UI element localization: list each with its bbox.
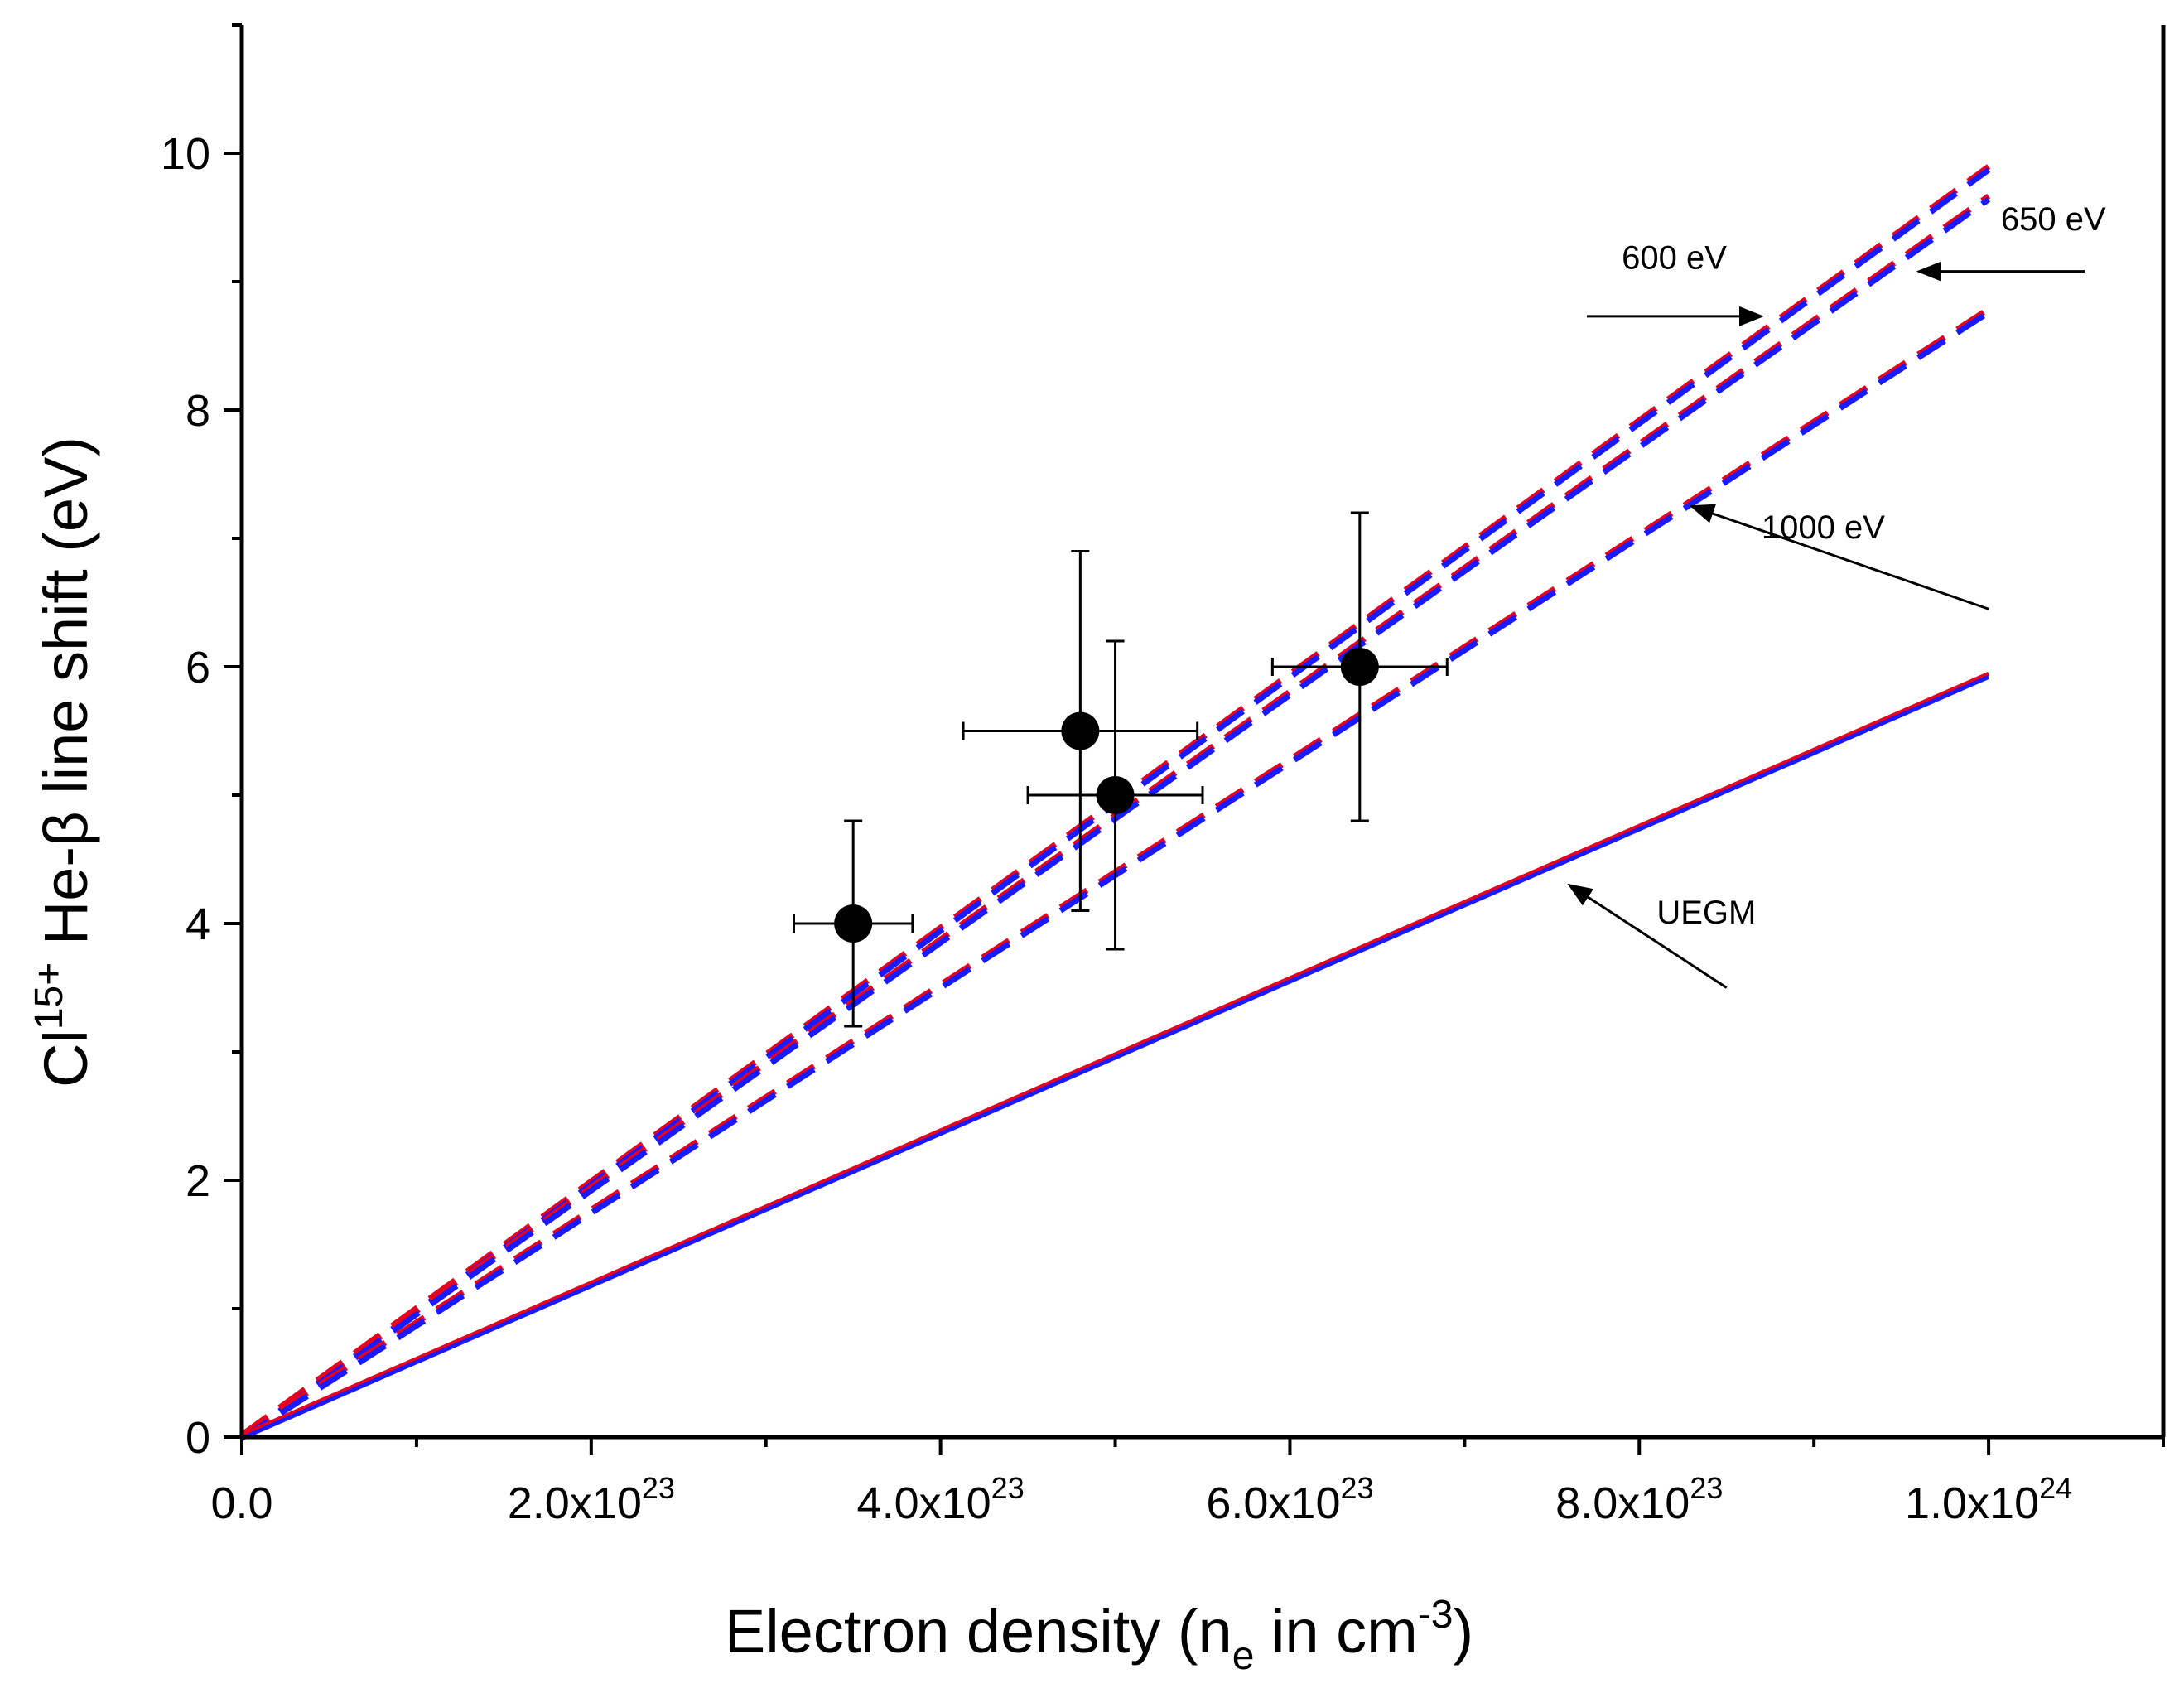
series-4-line-red: [241, 672, 1990, 1437]
x-tick-label-1: 2.0x1023: [508, 1471, 675, 1528]
annotation-arrow: [1689, 504, 1989, 610]
data-point-1: [792, 819, 914, 1028]
annotation-4: UEGM: [1567, 883, 1756, 989]
annotation-label: 1000 eV: [1762, 509, 1885, 546]
annotation-label: 650 eV: [2001, 201, 2106, 238]
y-axis-title-pre: Cl: [31, 1030, 100, 1088]
ticks: 0.0 2.0x1023 4.0x1023 6.0x1023 8.0x1023 1.0x1…: [161, 23, 2165, 1528]
data-point-4: [1270, 511, 1449, 822]
series-4-line-blue: [241, 675, 1990, 1440]
x-axis-title-end: ): [1453, 1597, 1473, 1666]
x-axis-title-sub: e: [1232, 1634, 1255, 1678]
y-tick-label-4: 8: [186, 386, 210, 436]
data-point-2: [962, 550, 1199, 912]
annotation-label: UEGM: [1656, 895, 1756, 931]
axes: [239, 25, 2166, 1440]
x-tick-label-4: 8.0x1023: [1555, 1471, 1723, 1528]
annotation-1: 600 eV: [1587, 240, 1764, 326]
data-point-3: [1026, 639, 1204, 951]
x-tick-label-0: 0.0: [210, 1478, 272, 1528]
data-point-marker: [1061, 711, 1100, 750]
y-axis-title-post: He-β line shift (eV): [31, 437, 100, 962]
y-tick-label-0: 0: [186, 1413, 210, 1463]
annotation-2: 650 eV: [1916, 201, 2106, 282]
data-point-marker: [1340, 648, 1379, 686]
y-tick-label-5: 10: [161, 129, 210, 179]
plot-points: [792, 511, 1449, 1028]
x-tick-label-3: 6.0x1023: [1206, 1471, 1373, 1528]
y-tick-label-3: 6: [186, 643, 210, 692]
annotation-3: 1000 eV: [1689, 504, 1989, 610]
y-tick-label-2: 4: [186, 900, 210, 949]
x-axis-title-main: Electron density (n: [725, 1597, 1232, 1666]
data-point-marker: [834, 904, 873, 943]
y-tick-label-1: 2: [186, 1156, 210, 1206]
annotation-label: 600 eV: [1622, 240, 1727, 277]
plot-annotations: 600 eV 650 eV 1000 eV UEGM: [1567, 201, 2106, 989]
x-axis-title-sup: -3: [1418, 1593, 1454, 1637]
annotation-arrow: [1567, 883, 1728, 989]
x-axis-title-mid: in cm: [1254, 1597, 1417, 1666]
y-axis-title-sup: 15+: [27, 962, 71, 1030]
x-tick-label-5: 1.0x1024: [1905, 1471, 2072, 1528]
x-tick-label-2: 4.0x1023: [857, 1471, 1025, 1528]
y-axis-title: Cl15+ He-β line shift (eV): [27, 437, 100, 1088]
x-axis-title: Electron density (ne in cm-3): [725, 1593, 1473, 1678]
data-point-marker: [1096, 776, 1135, 814]
